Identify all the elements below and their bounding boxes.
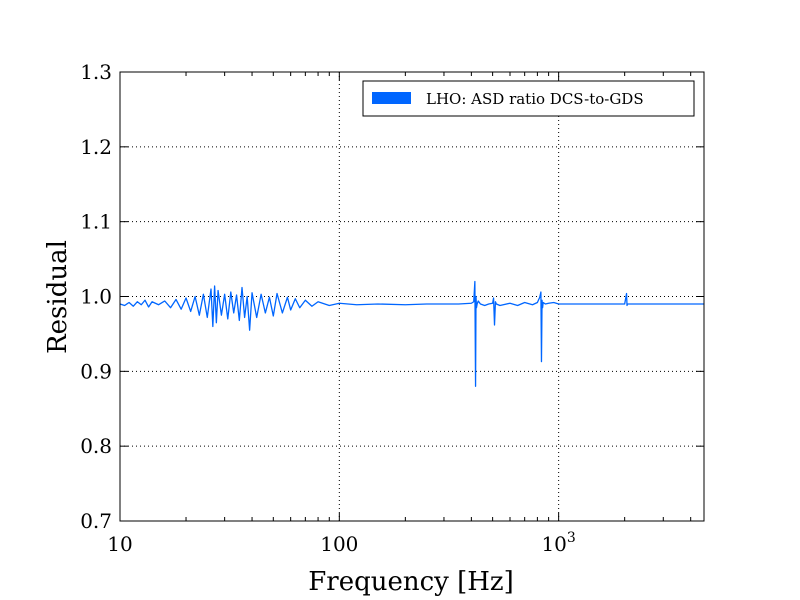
x-tick-label-exponent: 3 [567, 530, 576, 546]
legend-label: LHO: ASD ratio DCS-to-GDS [426, 90, 644, 108]
axis-ticks [119, 71, 704, 522]
x-axis-title: Frequency [Hz] [308, 567, 514, 597]
y-tick-label: 0.8 [80, 434, 112, 458]
x-tick-label: 10 [107, 532, 132, 556]
legend-swatch [372, 92, 411, 104]
y-tick-label: 1.1 [80, 210, 112, 234]
y-tick-label: 1.0 [80, 285, 112, 309]
y-tick-label: 1.2 [80, 135, 112, 159]
grid-lines [120, 72, 704, 521]
y-tick-label: 0.7 [80, 509, 112, 533]
plot-area [119, 280, 704, 387]
y-tick-label: 0.9 [80, 359, 112, 383]
legend: LHO: ASD ratio DCS-to-GDS [362, 80, 695, 117]
x-tick-label: 100 [320, 532, 358, 556]
legend-box [362, 80, 695, 117]
tick-labels: 0.70.80.91.01.11.21.310 100 103 [80, 60, 576, 556]
y-axis-title: Residual [43, 240, 73, 354]
y-tick-label: 1.3 [80, 60, 112, 84]
series-line-0 [119, 280, 704, 387]
